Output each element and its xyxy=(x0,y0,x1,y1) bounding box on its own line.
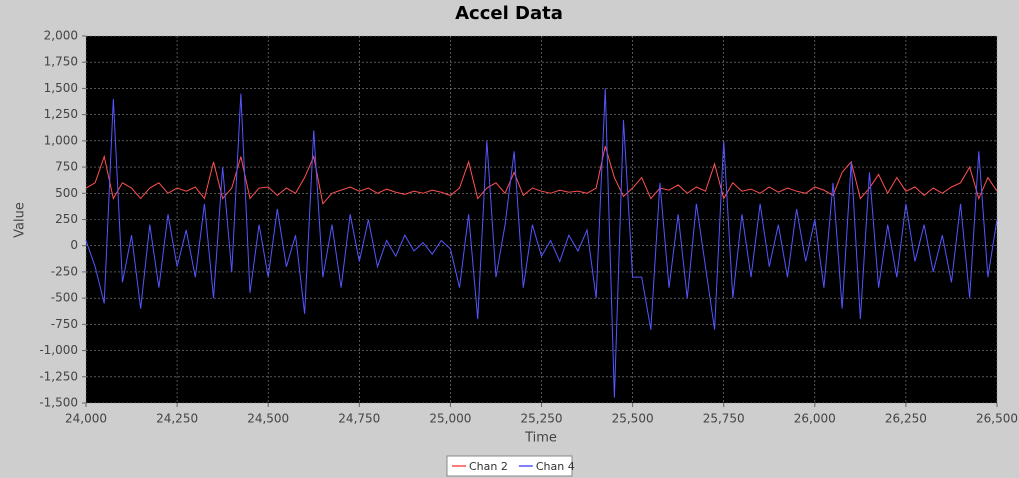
y-tick-label: -1,500 xyxy=(39,396,78,410)
y-tick-label: 0 xyxy=(70,238,78,252)
chart-title: Accel Data xyxy=(455,3,563,24)
y-tick-label: 1,250 xyxy=(44,107,78,121)
x-tick-label: 24,250 xyxy=(156,412,198,426)
y-tick-label: 250 xyxy=(55,212,78,226)
legend xyxy=(446,455,573,477)
x-tick-label: 24,000 xyxy=(65,412,107,426)
x-tick-label: 25,750 xyxy=(703,412,745,426)
legend-label: Chan 2 xyxy=(469,460,508,473)
series-line xyxy=(85,88,998,398)
x-tick-label: 24,750 xyxy=(338,412,380,426)
y-tick-label: -1,250 xyxy=(39,369,78,383)
y-axis-label: Value xyxy=(13,202,28,238)
x-tick-label: 25,000 xyxy=(429,412,471,426)
y-tick-label: 750 xyxy=(55,160,78,174)
x-tick-label: 25,500 xyxy=(612,412,654,426)
x-tick-label: 26,500 xyxy=(976,412,1018,426)
legend-label: Chan 4 xyxy=(536,460,575,473)
x-tick-label: 25,250 xyxy=(521,412,563,426)
y-tick-label: -1,000 xyxy=(39,343,78,357)
x-tick-label: 26,250 xyxy=(885,412,927,426)
x-tick-label: 26,000 xyxy=(794,412,836,426)
y-tick-label: 2,000 xyxy=(44,29,78,43)
y-tick-label: -500 xyxy=(51,291,78,305)
y-tick-label: -250 xyxy=(51,264,78,278)
y-tick-label: 500 xyxy=(55,186,78,200)
y-tick-label: 1,750 xyxy=(44,55,78,69)
x-tick-label: 24,500 xyxy=(247,412,289,426)
y-tick-label: 1,500 xyxy=(44,81,78,95)
x-axis-label: Time xyxy=(524,431,557,446)
y-tick-label: 1,000 xyxy=(44,133,78,147)
y-tick-label: -750 xyxy=(51,317,78,331)
series-line xyxy=(85,145,998,205)
